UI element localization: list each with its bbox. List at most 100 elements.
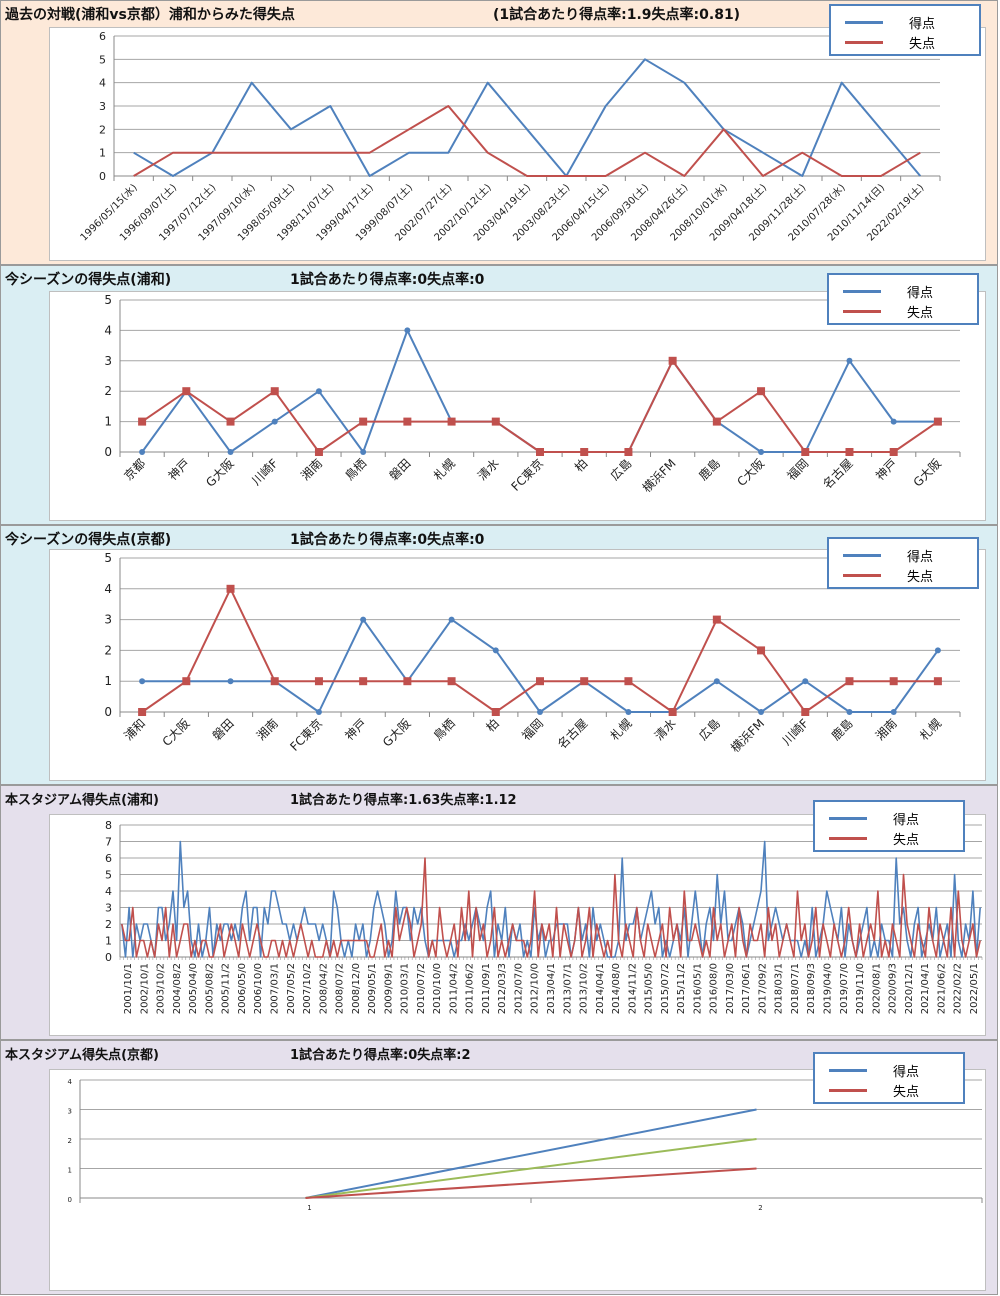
- data-point-conceded: [359, 417, 368, 426]
- x-tick-label: 2022/05/1: [969, 963, 980, 1014]
- x-tick-label: 2016/08/0: [709, 963, 720, 1014]
- y-tick-label: 4: [68, 1078, 73, 1086]
- x-tick-label: 神戸: [873, 456, 900, 483]
- x-tick-label: 柏: [571, 456, 590, 475]
- x-tick-label: 2017/03/0: [725, 963, 736, 1014]
- x-tick-label: 2014/11/2: [627, 963, 638, 1014]
- legend-conceded: 失点: [829, 565, 977, 585]
- x-tick-label: 札幌: [916, 716, 944, 744]
- x-tick-label: 2020/08/1: [871, 963, 882, 1014]
- data-point-score: [227, 449, 234, 455]
- rate-text: 1試合あたり得点率:0失点率:0: [290, 532, 485, 548]
- data-point-score: [713, 678, 720, 685]
- legend-swatch-score: [829, 1069, 867, 1072]
- data-point-score: [360, 616, 367, 623]
- x-tick-label: 広島: [607, 456, 635, 484]
- y-tick-label: 0: [104, 445, 112, 459]
- x-tick-label: 川崎F: [780, 716, 812, 748]
- x-tick-label: G大阪: [911, 456, 944, 489]
- x-tick-label: 2: [758, 1204, 762, 1212]
- x-tick-label: 2018/03/1: [774, 963, 785, 1014]
- y-tick-label: 0: [104, 705, 112, 719]
- x-tick-label: 2002/10/1: [139, 963, 150, 1014]
- section-season-urawa: 今シーズンの得失点(浦和) 1試合あたり得点率:0失点率:0 0 1 2 3 4 5 京都神…: [0, 265, 998, 525]
- section-title: 今シーズンの得失点(京都): [5, 532, 172, 548]
- legend-label-conceded: 失点: [907, 306, 934, 321]
- data-point-score: [315, 709, 322, 715]
- data-point-score: [890, 418, 897, 425]
- x-tick-label: 湘南: [253, 716, 281, 744]
- x-tick-label: 2022/02/2: [953, 963, 964, 1014]
- x-tick-label: 鹿島: [695, 456, 723, 484]
- data-point-conceded: [580, 448, 589, 456]
- x-tick-label: 2004/08/2: [172, 963, 183, 1014]
- y-tick-label: 8: [105, 819, 112, 832]
- x-tick-label: 1: [307, 1204, 311, 1212]
- x-tick-label: 2012/10/0: [530, 963, 541, 1014]
- x-tick-label: 2013/04/1: [546, 963, 557, 1014]
- x-tick-label: 京都: [121, 456, 148, 483]
- x-tick-label: 2013/07/1: [562, 963, 573, 1014]
- rate-text: 1試合あたり得点率:0失点率:2: [290, 1048, 471, 1063]
- data-point-conceded: [889, 677, 898, 686]
- legend-label-conceded: 失点: [893, 1085, 920, 1100]
- x-tick-label: 2010/03/1: [400, 963, 411, 1014]
- section-title: 今シーズンの得失点(浦和): [5, 272, 172, 288]
- rate-text: 1試合あたり得点率:1.63失点率:1.12: [290, 793, 517, 808]
- data-point-score: [448, 616, 455, 623]
- series-line-conceded: [121, 857, 981, 958]
- x-tick-label: 湘南: [297, 456, 325, 484]
- x-tick-label: 2014/08/0: [611, 963, 622, 1014]
- legend-conceded: 失点: [815, 828, 963, 848]
- data-point-conceded: [447, 677, 456, 686]
- section-season-kyoto: 今シーズンの得失点(京都) 1試合あたり得点率:0失点率:0 0 1 2 3 4 5 浦和 C…: [0, 525, 998, 785]
- y-tick-label: 2: [105, 918, 112, 931]
- legend-label-score: 得点: [907, 286, 934, 301]
- data-point-conceded: [712, 615, 721, 624]
- x-tick-label: 2008/12/0: [351, 963, 362, 1014]
- x-tick-label: 2018/07/1: [790, 963, 801, 1014]
- x-tick-label: 2011/06/2: [465, 963, 476, 1014]
- data-point-conceded: [314, 448, 323, 456]
- y-tick-label: 3: [105, 902, 112, 915]
- x-tick-label: 2021/04/1: [920, 963, 931, 1014]
- legend-label-conceded: 失点: [907, 570, 934, 585]
- data-point-conceded: [226, 584, 235, 593]
- x-tick-label: 2005/08/2: [204, 963, 215, 1014]
- legend-swatch-conceded: [829, 837, 867, 840]
- legend-label-score: 得点: [909, 17, 936, 32]
- y-tick-label: 4: [105, 885, 112, 898]
- y-tick-label: 6: [105, 852, 112, 865]
- data-point-conceded: [536, 677, 544, 686]
- legend-conceded: 失点: [815, 1080, 963, 1100]
- data-point-conceded: [270, 387, 279, 396]
- x-tick-label: 2018/09/3: [806, 963, 817, 1014]
- x-tick-label: 2021/06/2: [936, 963, 947, 1014]
- x-tick-label: FC東京: [508, 456, 546, 494]
- y-tick-label: 3: [104, 354, 112, 368]
- section-title: 本スタジアム得失点(浦和): [5, 793, 159, 808]
- data-point-conceded: [712, 417, 721, 426]
- x-tick-label: 2010/07/2: [416, 963, 427, 1014]
- data-point-score: [934, 647, 941, 654]
- x-tick-label: 2017/06/1: [741, 963, 752, 1014]
- y-tick-label: 7: [105, 836, 112, 849]
- series-line-score: [305, 1108, 757, 1199]
- x-tick-label: FC東京: [287, 716, 325, 754]
- legend-label-score: 得点: [907, 550, 934, 565]
- legend: 得点 失点: [813, 1052, 965, 1104]
- legend-swatch-score: [843, 290, 881, 293]
- x-tick-label: 神戸: [166, 456, 193, 483]
- chart-stadium-urawa: 0 1 2 3 4 5 6 7 8 2001/10/1 2002/10/1 2003/10/2 2004…: [105, 819, 983, 1014]
- x-tick-label: 鹿島: [828, 716, 856, 744]
- y-tick-label: 1: [104, 674, 112, 688]
- x-tick-label: 2020/12/1: [904, 963, 915, 1014]
- x-tick-label: 2019/11/0: [855, 963, 866, 1014]
- legend-swatch-conceded: [843, 574, 881, 577]
- data-point-score: [139, 449, 146, 455]
- data-point-conceded: [536, 448, 544, 456]
- series-line-conceded: [133, 105, 921, 177]
- y-tick-label: 3: [104, 613, 112, 627]
- x-tick-label: 2019/04/0: [822, 963, 833, 1014]
- x-tick-label: 浦和: [121, 716, 148, 743]
